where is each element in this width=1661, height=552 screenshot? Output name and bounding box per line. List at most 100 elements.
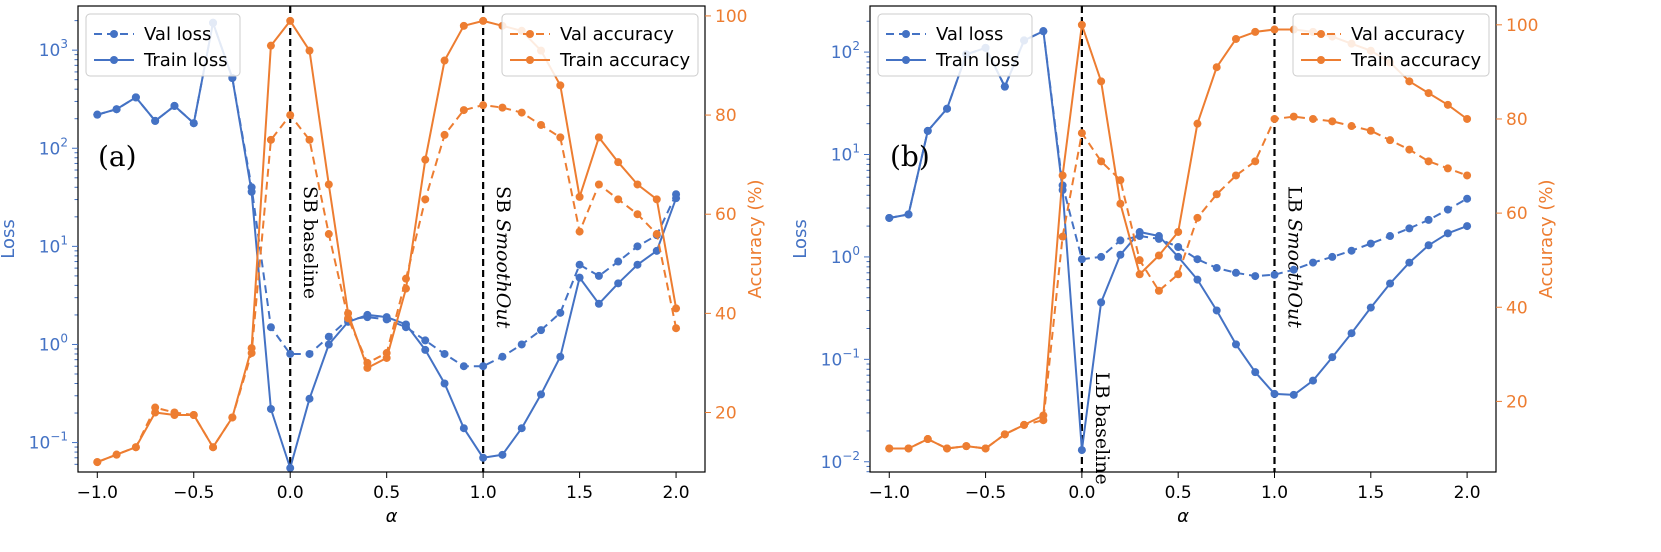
data-point [1424, 157, 1433, 166]
data-point [421, 195, 430, 204]
data-point [633, 260, 642, 269]
data-point [1347, 246, 1356, 255]
y-right-axis-label: Accuracy (%) [745, 179, 766, 298]
data-point [286, 111, 295, 120]
data-point [981, 444, 990, 453]
x-tick-label: −0.5 [173, 483, 214, 503]
tick-exponent: 0 [60, 331, 68, 345]
data-point [904, 210, 913, 219]
data-point [614, 195, 623, 204]
y-right-tick-label: 80 [715, 106, 737, 126]
legend-marker [526, 30, 534, 38]
data-point [1463, 171, 1472, 180]
data-point [943, 444, 952, 453]
tick-base: 10 [29, 434, 51, 454]
data-point [305, 394, 314, 403]
data-point [594, 180, 603, 189]
y-left-tick-label: 101 [831, 142, 860, 166]
y-left-tick-label: 101 [39, 233, 68, 257]
legend-frame [1292, 13, 1490, 77]
data-point [1154, 286, 1163, 295]
data-point [1174, 270, 1183, 279]
data-point [594, 299, 603, 308]
x-tick-label: 1.5 [566, 483, 593, 503]
data-point [131, 93, 140, 102]
reference-line-label: SB baseline [299, 186, 321, 299]
data-point [440, 130, 449, 139]
data-point [170, 101, 179, 110]
data-point [421, 336, 430, 345]
data-point [885, 444, 894, 453]
data-point [672, 304, 681, 313]
legend-marker [110, 30, 118, 38]
data-point [1039, 411, 1048, 420]
x-axis-label: α [1177, 506, 1189, 527]
data-point [575, 192, 584, 201]
data-point [1366, 303, 1375, 312]
data-point [923, 126, 932, 135]
data-point [614, 279, 623, 288]
data-point [1077, 129, 1086, 138]
data-point [305, 46, 314, 55]
data-point [1289, 390, 1298, 399]
data-point [286, 16, 295, 25]
data-point [1000, 430, 1009, 439]
data-point [324, 340, 333, 349]
data-point [344, 309, 353, 318]
data-point [1174, 252, 1183, 261]
data-point [1328, 353, 1337, 362]
y-left-tick-label: 102 [39, 135, 68, 159]
tick-exponent: 3 [60, 37, 68, 51]
x-tick-label: 2.0 [663, 483, 690, 503]
data-point [401, 320, 410, 329]
data-point [1405, 224, 1414, 233]
legend-loss: Val loss Train loss [85, 13, 241, 77]
legend-entry: Train accuracy [559, 50, 690, 71]
data-point [498, 103, 507, 112]
data-point [1212, 306, 1221, 315]
y-left-axis-label: Loss [790, 219, 811, 258]
data-point [556, 308, 565, 317]
data-point [1270, 270, 1279, 279]
data-point [633, 242, 642, 251]
legend-entry: Val accuracy [560, 24, 674, 45]
reference-line-label: LB SmoothOut [1283, 186, 1305, 328]
data-point [266, 323, 275, 332]
series-line-train-accuracy [96, 19, 678, 464]
x-tick-label: 1.5 [1357, 483, 1384, 503]
reference-line-label: SB SmoothOut [492, 186, 514, 329]
data-point [1058, 171, 1067, 180]
reference-line-label-text: LB [1283, 186, 1305, 219]
chart-panel-1: SB baseline SB SmoothOut −1.0 −0.5 0.0 0.5 1.0… [0, 5, 766, 527]
x-tick-label: 1.0 [1261, 483, 1288, 503]
series-line-val-accuracy [96, 104, 678, 464]
data-point [1077, 255, 1086, 264]
data-point [1463, 114, 1472, 123]
data-point [1193, 213, 1202, 222]
data-point [594, 133, 603, 142]
data-point [440, 56, 449, 65]
data-point [151, 116, 160, 125]
data-point [151, 408, 160, 417]
tick-base: 10 [821, 453, 843, 473]
x-tick-label: 1.0 [470, 483, 497, 503]
x-tick-label: −1.0 [77, 483, 118, 503]
data-point [286, 464, 295, 473]
y-right-tick-label: 60 [715, 205, 737, 225]
legend-marker [1317, 56, 1325, 64]
data-point [479, 362, 488, 371]
data-point [1097, 298, 1106, 307]
data-point [363, 310, 372, 319]
data-point [537, 390, 546, 399]
data-point [943, 104, 952, 113]
data-point [652, 230, 661, 239]
data-point [459, 362, 468, 371]
series-line-train-accuracy [889, 23, 1468, 450]
reference-line-label-italic: SmoothOut [492, 219, 514, 329]
y-left-tick-label: 102 [831, 39, 860, 63]
data-point [1212, 63, 1221, 72]
data-point [1289, 265, 1298, 274]
data-point [1154, 232, 1163, 241]
data-point [1443, 229, 1452, 238]
data-point [517, 108, 526, 117]
